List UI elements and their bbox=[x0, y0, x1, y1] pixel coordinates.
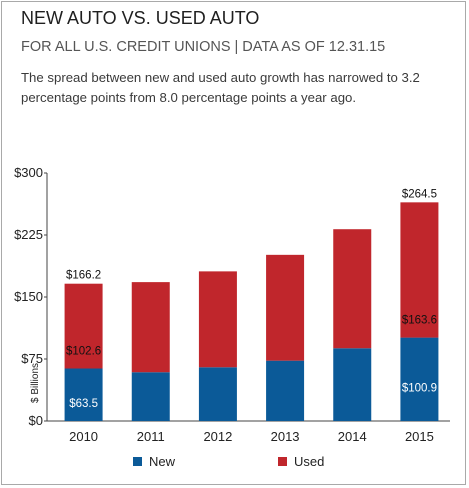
total-label-2010: $166.2 bbox=[66, 270, 101, 282]
y-tick-label: $0 bbox=[29, 413, 43, 428]
x-tick-label: 2012 bbox=[203, 429, 232, 444]
new-value-label-2015: $100.9 bbox=[402, 382, 437, 394]
bar-used-2012 bbox=[198, 271, 237, 368]
bar-used-2010 bbox=[64, 283, 103, 369]
used-value-label-2010: $102.6 bbox=[66, 346, 101, 358]
bar-new-2011 bbox=[131, 372, 170, 421]
x-tick-label: 2014 bbox=[338, 429, 367, 444]
legend-swatch-used bbox=[278, 457, 287, 466]
new-value-label-2010: $63.5 bbox=[69, 398, 98, 410]
total-label-2015: $264.5 bbox=[402, 188, 437, 200]
bar-used-2015 bbox=[400, 202, 439, 338]
legend-label-used: Used bbox=[294, 454, 324, 469]
x-tick-label: 2010 bbox=[69, 429, 98, 444]
bar-new-2013 bbox=[266, 360, 305, 421]
x-tick-label: 2015 bbox=[405, 429, 434, 444]
bar-new-2012 bbox=[198, 367, 237, 421]
used-value-label-2015: $163.6 bbox=[402, 315, 437, 327]
chart-description: The spread between new and used auto gro… bbox=[21, 70, 420, 105]
chart-title: NEW AUTO VS. USED AUTO bbox=[21, 8, 260, 28]
x-tick-label: 2011 bbox=[137, 429, 165, 444]
legend-swatch-new bbox=[133, 457, 142, 466]
y-tick-label: $225 bbox=[14, 227, 43, 242]
bar-used-2014 bbox=[333, 229, 372, 349]
bar-new-2015 bbox=[400, 337, 439, 421]
y-tick-label: $75 bbox=[21, 351, 43, 366]
y-tick-label: $300 bbox=[14, 165, 43, 180]
y-tick-label: $150 bbox=[14, 289, 43, 304]
legend-label-new: New bbox=[149, 454, 176, 469]
x-tick-label: 2013 bbox=[271, 429, 300, 444]
bar-used-2011 bbox=[131, 282, 170, 373]
bar-used-2013 bbox=[266, 254, 305, 361]
y-axis-title: $ Billions bbox=[30, 363, 41, 403]
chart-subtitle: FOR ALL U.S. CREDIT UNIONS | DATA AS OF … bbox=[21, 39, 386, 55]
bar-new-2010 bbox=[64, 368, 103, 421]
bar-new-2014 bbox=[333, 348, 372, 421]
